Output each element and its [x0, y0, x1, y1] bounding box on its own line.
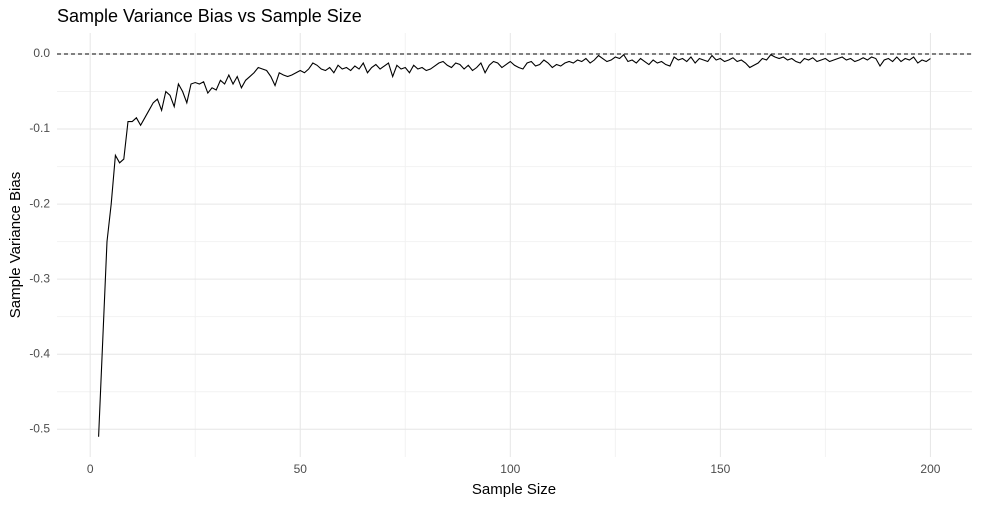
y-tick-label: -0.2	[29, 196, 50, 210]
x-tick-label: 100	[500, 462, 520, 476]
x-tick-label: 200	[920, 462, 940, 476]
y-tick-label: -0.4	[29, 346, 50, 360]
x-tick-label: 50	[294, 462, 308, 476]
data-line	[98, 53, 931, 437]
y-tick-label: -0.5	[29, 421, 50, 435]
x-tick-label: 150	[710, 462, 730, 476]
y-axis-title: Sample Variance Bias	[7, 172, 24, 318]
chart-title: Sample Variance Bias vs Sample Size	[57, 6, 362, 26]
x-tick-label: 0	[87, 462, 94, 476]
y-tick-label: 0.0	[33, 46, 50, 60]
y-tick-label: -0.3	[29, 271, 50, 285]
x-axis-title: Sample Size	[472, 481, 556, 498]
y-tick-label: -0.1	[29, 121, 50, 135]
